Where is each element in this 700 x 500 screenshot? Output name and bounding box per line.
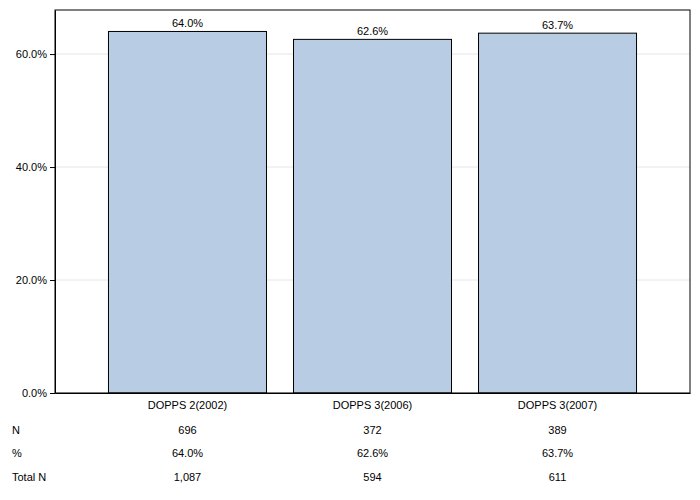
x-axis-line <box>56 393 691 394</box>
table-cell: 696 <box>178 424 196 436</box>
bar <box>479 33 637 393</box>
table-cell: 372 <box>363 424 381 436</box>
x-tick: DOPPS 2(2002) <box>148 393 227 411</box>
y-tick-label: 60.0% <box>16 48 47 60</box>
bar <box>108 31 266 393</box>
table-cell: 64.0% <box>172 447 203 459</box>
table-row-label: N <box>12 424 20 436</box>
table-cell: 611 <box>549 471 567 483</box>
table-cell: 1,087 <box>174 471 202 483</box>
y-tick-mark <box>50 393 55 394</box>
table-cell: 63.7% <box>542 447 573 459</box>
y-tick: 0.0% <box>22 387 55 399</box>
y-axis: 0.0% 20.0% 40.0% 60.0% <box>16 11 56 400</box>
y-tick: 20.0% <box>16 274 55 286</box>
table-row-label: % <box>12 447 22 459</box>
x-tick: DOPPS 3(2007) <box>518 393 597 411</box>
bars <box>108 31 636 393</box>
y-tick-mark <box>50 167 55 168</box>
bar <box>293 39 451 393</box>
x-tick-label: DOPPS 3(2007) <box>518 399 597 411</box>
x-tick: DOPPS 3(2006) <box>333 393 412 411</box>
table-cell: 594 <box>363 471 381 483</box>
y-tick-mark <box>50 280 55 281</box>
y-tick-label: 0.0% <box>22 387 47 399</box>
table-row-label: Total N <box>12 471 46 483</box>
x-tick-label: DOPPS 2(2002) <box>148 399 227 411</box>
y-axis-line <box>55 11 56 394</box>
x-axis: DOPPS 2(2002) DOPPS 3(2006) DOPPS 3(2007) <box>56 393 691 411</box>
y-tick: 60.0% <box>16 48 55 60</box>
x-tick-label: DOPPS 3(2006) <box>333 399 412 411</box>
y-tick-label: 40.0% <box>16 161 47 173</box>
data-label: 62.6% <box>357 25 388 37</box>
chart: 64.0% 62.6% 63.7% 0.0% 20.0% 40.0% 60.0% DOPPS … <box>0 0 700 500</box>
y-tick-mark <box>50 54 55 55</box>
data-label: 63.7% <box>542 19 573 31</box>
table-cell: 62.6% <box>357 447 388 459</box>
table-cell: 389 <box>548 424 566 436</box>
y-tick-label: 20.0% <box>16 274 47 286</box>
table: N 696 372 389% 64.0% 62.6% 63.7% Total N 1,087 59… <box>12 424 573 483</box>
y-tick: 40.0% <box>16 161 55 173</box>
data-label: 64.0% <box>172 17 203 29</box>
data-labels: 64.0% 62.6% 63.7% <box>172 17 573 37</box>
plot-frame <box>55 10 690 393</box>
